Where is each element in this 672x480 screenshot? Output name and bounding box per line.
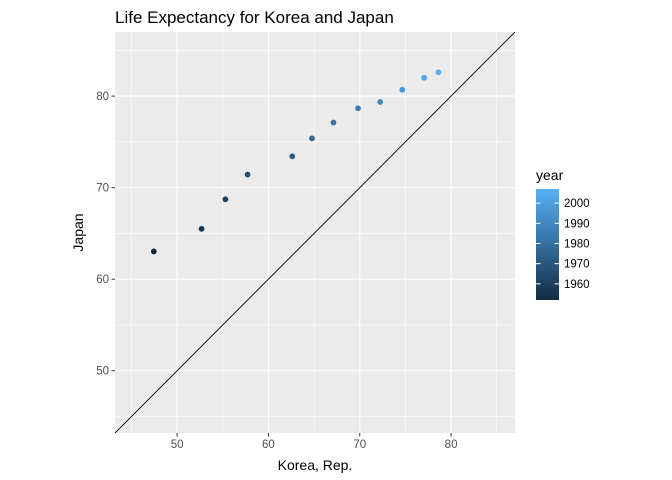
y-tick-label: 80 [96,91,109,103]
legend-colorbar [536,189,559,300]
data-point [355,105,361,112]
legend-label: 1960 [564,279,590,291]
legend-title: year [536,167,564,183]
identity-line-group [115,32,515,433]
data-point [244,171,251,178]
data-point [198,225,205,232]
x-tick-label: 70 [353,439,366,451]
color-legend: year 1960 1970 1980 1990 2000 [536,167,590,300]
data-point [289,153,296,160]
data-point [222,196,229,203]
data-point [421,74,428,81]
major-grid [115,32,515,433]
chart-title: Life Expectancy for Korea and Japan [115,8,394,27]
y-axis-ticks: 50 60 70 80 [96,91,115,378]
x-tick-label: 50 [171,439,184,451]
y-tick-label: 70 [96,183,109,195]
data-point [435,69,442,76]
legend-label: 1970 [564,259,590,271]
y-axis-title: Japan [70,213,86,251]
x-axis-ticks: 50 60 70 80 [171,433,458,451]
data-point [309,135,315,142]
x-axis-title: Korea, Rep. [278,457,353,473]
data-point [399,86,406,93]
identity-line [115,32,515,433]
data-point [377,99,384,105]
data-point [330,119,337,126]
x-tick-label: 60 [262,439,275,451]
legend-label: 1980 [564,238,590,250]
data-point [150,248,157,255]
minor-grid [115,32,515,433]
legend-label: 1990 [564,218,590,230]
x-tick-label: 80 [445,439,458,451]
legend-ticks: 1960 1970 1980 1990 2000 [536,198,590,291]
data-points [150,69,442,255]
y-tick-label: 50 [96,366,109,378]
y-tick-label: 60 [96,274,109,286]
legend-label: 2000 [564,198,590,210]
